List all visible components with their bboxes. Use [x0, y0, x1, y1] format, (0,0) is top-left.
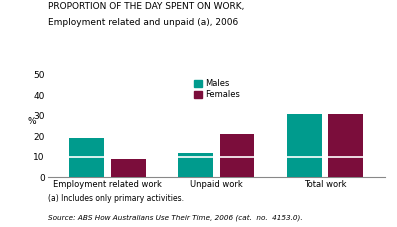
Bar: [220, 134, 254, 157]
Text: (a) Includes only primary activities.: (a) Includes only primary activities.: [48, 194, 184, 203]
Bar: [69, 157, 104, 177]
Bar: [328, 157, 363, 177]
Bar: [178, 157, 213, 177]
Bar: [287, 114, 322, 157]
Legend: Males, Females: Males, Females: [193, 79, 240, 99]
Bar: [69, 138, 104, 157]
Bar: [220, 157, 254, 177]
Y-axis label: %: %: [28, 117, 36, 126]
Bar: [328, 114, 363, 157]
Bar: [178, 153, 213, 157]
Text: PROPORTION OF THE DAY SPENT ON WORK,: PROPORTION OF THE DAY SPENT ON WORK,: [48, 2, 244, 11]
Text: Employment related and unpaid (a), 2006: Employment related and unpaid (a), 2006: [48, 18, 238, 27]
Bar: [287, 157, 322, 177]
Bar: [111, 159, 146, 177]
Text: Source: ABS How Australians Use Their Time, 2006 (cat.  no.  4153.0).: Source: ABS How Australians Use Their Ti…: [48, 215, 302, 221]
